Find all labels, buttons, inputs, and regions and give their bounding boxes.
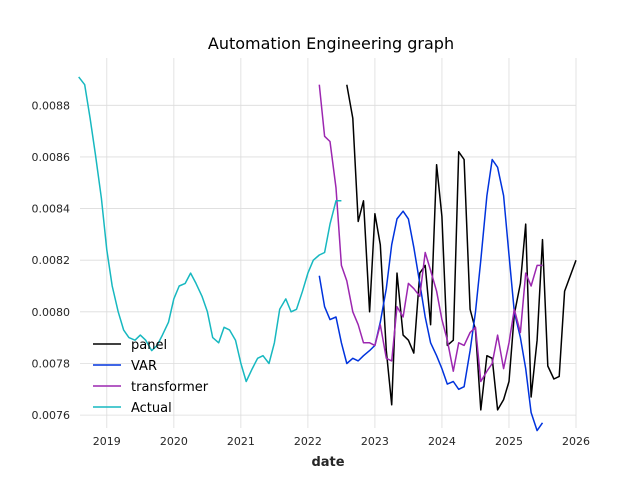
legend-label-var: VAR bbox=[131, 359, 157, 374]
chart-title: Automation Engineering graph bbox=[208, 34, 454, 53]
y-tick-label: 0.0078 bbox=[32, 357, 71, 370]
y-tick-label: 0.0080 bbox=[32, 306, 71, 319]
y-tick-label: 0.0086 bbox=[32, 151, 71, 164]
series-line-var bbox=[318, 158, 544, 432]
x-axis-ticks: 2019 2020 2021 2022 2023 2024 2025 2026 bbox=[93, 435, 590, 448]
x-tick-label: 2022 bbox=[294, 435, 322, 448]
y-tick-label: 0.0084 bbox=[32, 203, 71, 216]
x-tick-label: 2024 bbox=[428, 435, 456, 448]
y-tick-label: 0.0076 bbox=[32, 409, 71, 422]
x-tick-label: 2023 bbox=[361, 435, 389, 448]
x-tick-label: 2020 bbox=[160, 435, 188, 448]
grid bbox=[80, 58, 577, 428]
legend: panel VAR transformer Actual bbox=[93, 338, 209, 416]
y-tick-label: 0.0088 bbox=[32, 99, 71, 112]
series-line-actual bbox=[78, 76, 342, 383]
y-tick-label: 0.0082 bbox=[32, 254, 71, 267]
x-axis-title: date bbox=[311, 455, 344, 470]
x-tick-label: 2019 bbox=[93, 435, 121, 448]
series-line-panel bbox=[346, 84, 577, 411]
series-line-transformer bbox=[318, 84, 543, 383]
x-tick-label: 2025 bbox=[495, 435, 523, 448]
x-tick-label: 2026 bbox=[562, 435, 590, 448]
series-lines bbox=[78, 76, 577, 432]
legend-label-panel: panel bbox=[131, 338, 167, 353]
x-tick-label: 2021 bbox=[227, 435, 255, 448]
legend-label-transformer: transformer bbox=[131, 380, 209, 395]
y-axis-ticks: 0.0076 0.0078 0.0080 0.0082 0.0084 0.0086 0.00… bbox=[32, 99, 71, 422]
legend-label-actual: Actual bbox=[131, 401, 172, 416]
